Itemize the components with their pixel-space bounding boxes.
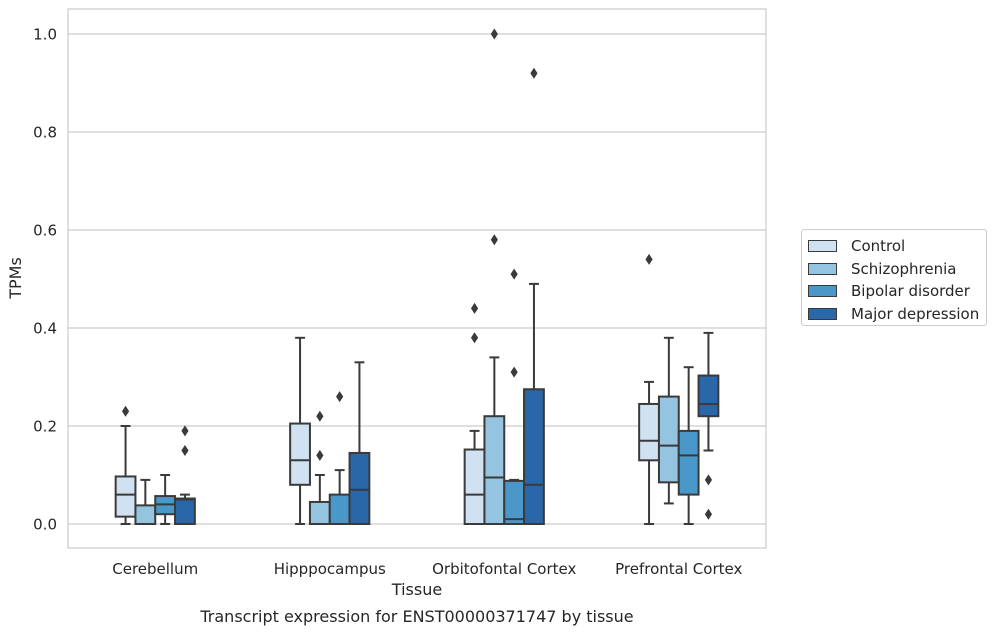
outlier-point (316, 449, 324, 461)
box-group (523, 67, 545, 525)
legend-item-major-depression: Major depression (808, 303, 986, 326)
outlier-point (645, 253, 653, 265)
box (114, 475, 137, 518)
box-group (657, 336, 680, 505)
x-tick-label: Cerebellum (112, 560, 198, 578)
box-group (463, 302, 486, 525)
x-tick-label: Prefrontal Cortex (615, 560, 742, 578)
box-group (308, 410, 331, 526)
outlier-point (510, 268, 518, 280)
box-group (114, 405, 137, 525)
x-axis-label: Tissue (391, 580, 442, 599)
outlier-point (181, 425, 189, 437)
outlier-point (510, 366, 518, 378)
x-tick-label: Orbitofontal Cortex (432, 560, 576, 578)
y-tick-label: 1.0 (33, 26, 57, 44)
box-group (289, 336, 311, 525)
box (463, 448, 486, 525)
chart-title: Transcript expression for ENST0000037174… (199, 607, 633, 626)
y-tick-label: 0.4 (33, 320, 57, 338)
box (174, 497, 196, 525)
outlier-point (490, 28, 498, 40)
box (348, 451, 371, 526)
outlier-point (490, 234, 498, 246)
legend-label: Schizophrenia (851, 259, 957, 278)
box (677, 429, 700, 496)
outlier-point (530, 67, 538, 79)
plot-frame (67, 8, 767, 549)
x-tick-label: Hipppocampus (274, 560, 386, 578)
legend-item-control: Control (808, 235, 986, 258)
legend-swatch (808, 240, 837, 253)
box (523, 388, 545, 525)
box-group (328, 391, 351, 526)
box (657, 395, 680, 484)
legend-item-schizophrenia: Schizophrenia (808, 258, 986, 281)
box-group (134, 478, 157, 526)
box-series (114, 28, 720, 526)
box (483, 415, 506, 526)
outlier-point (704, 508, 713, 520)
box-group (483, 28, 506, 526)
box (503, 479, 526, 526)
box-group (154, 474, 177, 525)
legend-swatch (808, 307, 837, 320)
outlier-point (181, 445, 189, 456)
y-tick-label: 0.8 (33, 124, 57, 142)
y-tick-label: 0.2 (33, 418, 57, 436)
box (638, 402, 660, 462)
legend: Control Schizophrenia Bipolar disorder M… (801, 229, 987, 326)
y-tick-label: 0.0 (33, 516, 57, 534)
y-tick-label: 0.6 (33, 222, 57, 240)
box-group (503, 268, 526, 526)
box-group (638, 253, 660, 525)
x-tick-labels: Cerebellum Hipppocampus Orbitofontal Corte… (112, 560, 742, 578)
box (328, 493, 351, 526)
legend-swatch (808, 285, 837, 298)
y-axis-label: TPMs (6, 257, 25, 300)
outlier-point (704, 474, 713, 486)
legend-label: Control (851, 237, 906, 256)
box (289, 422, 311, 486)
box-group (348, 361, 371, 526)
box-group (677, 366, 700, 525)
legend-swatch (808, 262, 837, 275)
box (308, 500, 331, 526)
outlier-point (316, 410, 324, 422)
box-group (174, 425, 196, 525)
box-group (697, 331, 720, 520)
outlier-point (121, 405, 130, 417)
legend-label: Major depression (851, 304, 980, 323)
legend-label: Bipolar disorder (851, 282, 970, 301)
outlier-point (470, 302, 479, 314)
legend-item-bipolar-disorder: Bipolar disorder (808, 280, 986, 303)
outlier-point (470, 332, 479, 344)
outlier-point (336, 391, 344, 403)
box (134, 504, 157, 526)
box (697, 374, 720, 418)
y-tick-labels: 0.0 0.2 0.4 0.6 0.8 1.0 (33, 26, 57, 534)
